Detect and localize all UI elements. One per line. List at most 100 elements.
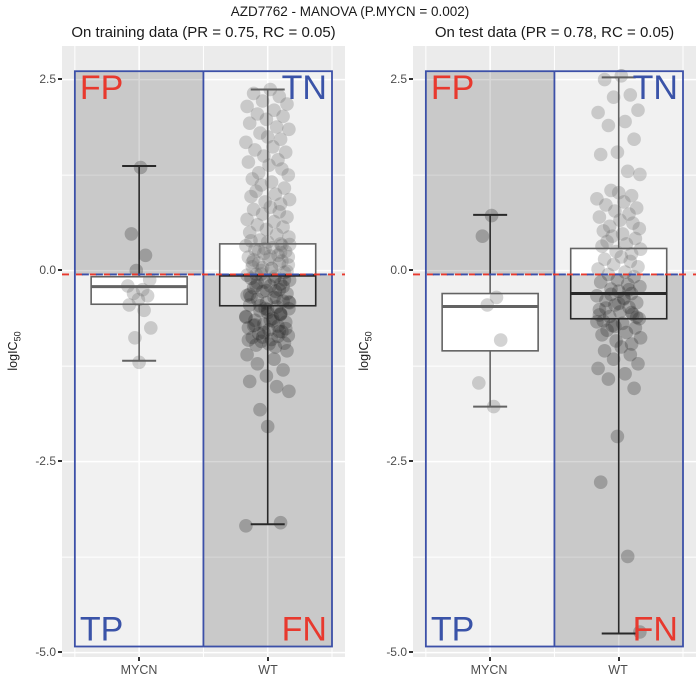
data-point bbox=[273, 307, 288, 322]
data-point bbox=[618, 265, 632, 279]
y-axis-title-right: logIC50 bbox=[357, 331, 374, 371]
data-point bbox=[272, 89, 287, 104]
data-point bbox=[614, 250, 629, 264]
data-point bbox=[627, 132, 641, 146]
data-point bbox=[592, 210, 607, 224]
data-point bbox=[248, 313, 262, 328]
data-point bbox=[617, 195, 631, 209]
data-point bbox=[282, 237, 297, 252]
data-point bbox=[272, 205, 287, 219]
data-point bbox=[253, 299, 267, 313]
data-point bbox=[619, 237, 634, 251]
quadrant-fp bbox=[74, 71, 204, 275]
data-point bbox=[629, 310, 644, 325]
data-point bbox=[480, 298, 495, 312]
quadrant-label-fn: FN bbox=[282, 611, 327, 649]
data-point bbox=[262, 337, 276, 351]
data-point bbox=[278, 244, 293, 259]
data-point bbox=[242, 116, 257, 130]
data-point bbox=[241, 333, 256, 347]
data-point bbox=[240, 288, 254, 303]
data-point bbox=[128, 331, 142, 345]
data-point bbox=[245, 330, 260, 345]
data-point bbox=[267, 352, 281, 367]
data-point bbox=[605, 229, 620, 243]
data-point bbox=[263, 313, 278, 327]
data-point bbox=[131, 292, 146, 307]
data-point bbox=[135, 282, 150, 297]
data-point bbox=[278, 315, 293, 330]
data-point bbox=[267, 272, 281, 286]
data-point bbox=[273, 515, 288, 530]
y-tick-mark bbox=[58, 651, 62, 653]
data-point bbox=[282, 295, 296, 309]
data-point bbox=[246, 253, 261, 267]
data-point bbox=[267, 103, 281, 117]
data-point bbox=[281, 168, 296, 182]
data-point bbox=[144, 321, 158, 335]
data-point bbox=[255, 330, 270, 344]
y-tick-label: 0.0 bbox=[39, 263, 56, 277]
y-tick-label: -5.0 bbox=[35, 645, 56, 659]
data-point bbox=[599, 293, 613, 308]
data-point bbox=[250, 107, 265, 121]
chart-title: AZD7762 - MANOVA (P.MYCN = 0.002) bbox=[230, 4, 470, 19]
data-point bbox=[608, 298, 622, 312]
data-point bbox=[282, 384, 296, 399]
data-point bbox=[254, 178, 269, 192]
data-point bbox=[258, 301, 272, 316]
y-tick-mark bbox=[409, 651, 413, 653]
data-point bbox=[258, 195, 272, 209]
data-point bbox=[619, 325, 634, 340]
data-point bbox=[253, 303, 267, 318]
training-panel-plot: FP TN TP FN bbox=[62, 46, 345, 657]
data-point bbox=[260, 419, 275, 434]
data-point bbox=[269, 300, 284, 314]
data-point bbox=[615, 227, 630, 241]
data-point bbox=[615, 316, 630, 331]
data-point bbox=[246, 86, 261, 101]
data-point bbox=[249, 338, 263, 352]
quadrant-label-fp: FP bbox=[431, 69, 474, 107]
data-point bbox=[613, 213, 627, 227]
data-point bbox=[259, 222, 274, 237]
data-point bbox=[266, 240, 280, 255]
boxplot-box bbox=[569, 247, 668, 320]
data-point bbox=[264, 332, 279, 347]
data-point bbox=[627, 269, 641, 284]
data-point bbox=[609, 334, 623, 348]
data-point bbox=[593, 147, 608, 162]
y-tick-label: 2.5 bbox=[390, 72, 407, 86]
data-point bbox=[240, 212, 254, 227]
quadrant-tn bbox=[203, 71, 332, 275]
data-point bbox=[273, 245, 288, 260]
data-point bbox=[273, 306, 288, 321]
data-point bbox=[620, 164, 635, 179]
data-point bbox=[602, 219, 617, 234]
data-point bbox=[604, 282, 618, 296]
data-point bbox=[266, 314, 280, 328]
data-point bbox=[606, 90, 621, 104]
data-point bbox=[254, 334, 269, 349]
data-point bbox=[259, 369, 274, 383]
data-point bbox=[596, 224, 611, 238]
data-point bbox=[266, 311, 280, 326]
y-tick-mark bbox=[409, 269, 413, 271]
data-point bbox=[269, 379, 284, 394]
y-axis-title-left: logIC50 bbox=[6, 331, 23, 371]
quadrant-fn bbox=[554, 274, 683, 647]
quadrant-label-tp: TP bbox=[80, 611, 123, 649]
boxplot-box bbox=[441, 292, 539, 352]
data-point bbox=[592, 302, 607, 317]
data-point bbox=[631, 357, 645, 371]
data-point bbox=[622, 300, 636, 315]
data-point bbox=[601, 118, 616, 133]
data-point bbox=[277, 181, 292, 195]
data-point bbox=[628, 321, 643, 335]
data-point bbox=[250, 218, 265, 232]
data-point bbox=[611, 284, 626, 298]
data-point bbox=[276, 279, 290, 294]
data-point bbox=[486, 399, 501, 414]
data-point bbox=[259, 112, 274, 127]
data-point bbox=[264, 261, 279, 276]
